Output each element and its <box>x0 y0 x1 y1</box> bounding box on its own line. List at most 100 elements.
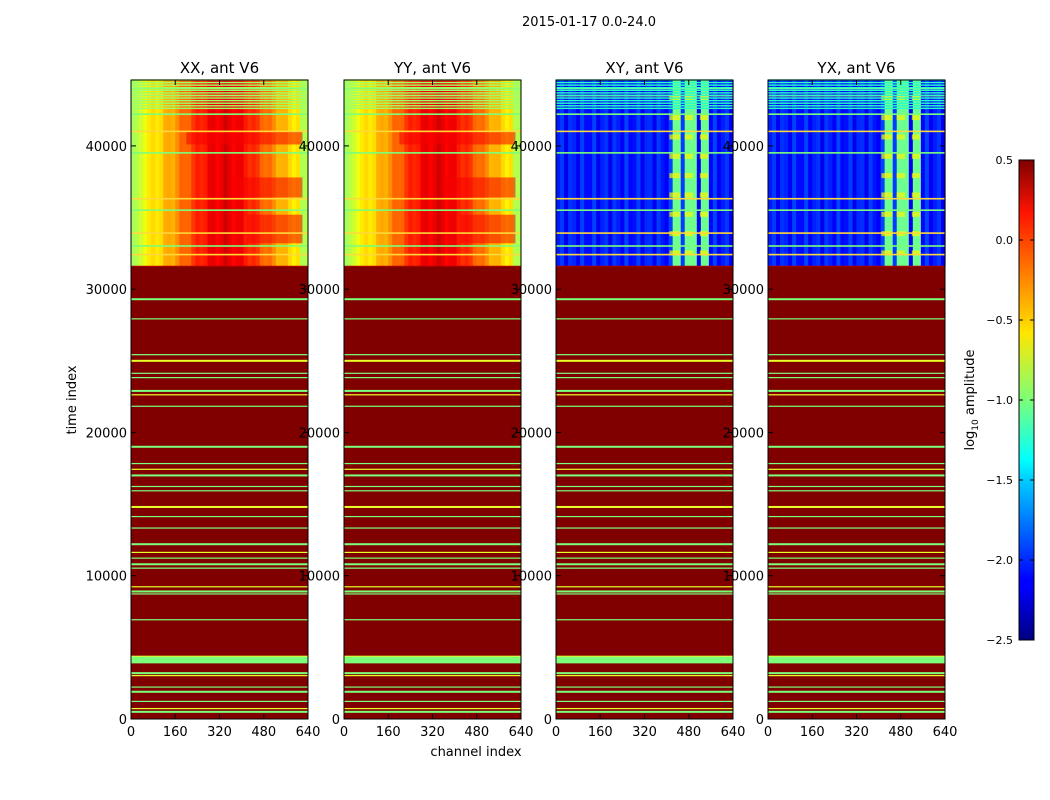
flag-row <box>556 377 733 379</box>
channel-column <box>287 80 293 267</box>
flag-row <box>768 197 945 200</box>
rfi-block <box>669 250 681 256</box>
flag-row <box>556 92 733 94</box>
flag-row <box>768 700 945 703</box>
channel-column <box>344 80 349 267</box>
channel-column <box>908 80 914 267</box>
channel-column <box>372 80 377 267</box>
channel-column <box>860 80 866 267</box>
channel-column <box>872 80 878 267</box>
flag-row <box>556 105 733 107</box>
rfi-block <box>911 115 921 121</box>
channel-column <box>920 80 926 267</box>
flag-row <box>768 377 945 379</box>
flag-row <box>768 686 945 688</box>
flag-row <box>131 102 308 104</box>
y-tick-label: 30000 <box>723 283 764 298</box>
channel-column <box>468 80 474 267</box>
channel-column <box>187 80 192 267</box>
flag-row <box>768 209 945 211</box>
flag-row <box>131 394 308 396</box>
x-tick-label: 160 <box>376 725 401 740</box>
channel-column <box>488 80 494 267</box>
channel-column <box>295 80 301 267</box>
channel-column <box>776 80 781 267</box>
channel-column <box>620 80 625 267</box>
rfi-block <box>669 211 681 217</box>
rfi-patch <box>443 177 516 198</box>
channel-column <box>388 80 393 267</box>
flag-band <box>344 656 521 664</box>
channel-column <box>135 80 140 267</box>
flag-row <box>768 152 945 154</box>
channel-column <box>143 80 148 267</box>
flag-row <box>131 543 308 546</box>
flag-row <box>131 197 308 200</box>
flag-row <box>344 130 521 133</box>
flag-row <box>344 686 521 688</box>
flag-row <box>344 102 521 104</box>
flag-row <box>344 707 521 710</box>
rfi-block <box>881 173 893 179</box>
colorbar-tick-label: 0.0 <box>996 234 1014 247</box>
flag-row <box>768 563 945 566</box>
channel-column <box>840 80 846 267</box>
flag-row <box>131 527 308 529</box>
channel-column <box>171 80 176 267</box>
channel-column <box>832 80 837 267</box>
channel-column <box>792 80 797 267</box>
rfi-block <box>699 211 709 217</box>
flag-row <box>768 92 945 94</box>
flag-row <box>344 700 521 703</box>
flag-row <box>768 567 945 569</box>
flag-row <box>768 94 945 97</box>
panel-0: XX, ant V6 0 160 320 480 640 0 10000 20000 30000 4… <box>86 59 321 740</box>
flag-row <box>768 710 945 713</box>
rfi-block <box>896 250 905 256</box>
y-tick-label: 30000 <box>86 283 127 298</box>
flag-row <box>556 405 733 407</box>
channel-column <box>368 80 373 267</box>
flag-row <box>344 92 521 94</box>
flag-row <box>556 593 733 595</box>
channel-column <box>904 80 910 267</box>
flag-row <box>556 102 733 104</box>
flag-row <box>556 89 733 92</box>
data-region <box>131 80 309 267</box>
y-tick-label: 40000 <box>511 140 552 155</box>
flag-row <box>556 94 733 97</box>
flag-row <box>768 394 945 396</box>
channel-column <box>580 80 585 267</box>
flag-row <box>344 197 521 200</box>
channel-column <box>283 80 289 267</box>
flag-row <box>344 232 521 234</box>
flag-row <box>556 107 733 110</box>
rfi-block <box>896 173 905 179</box>
channel-column <box>191 80 196 267</box>
channel-column <box>259 80 265 267</box>
flag-row <box>344 710 521 713</box>
flag-row <box>556 232 733 234</box>
channel-column <box>464 80 470 267</box>
flag-row <box>768 490 945 492</box>
flag-row <box>344 551 521 554</box>
flag-row <box>344 253 521 256</box>
channel-column <box>155 80 160 267</box>
channel-column <box>500 80 506 267</box>
channel-column <box>444 80 450 267</box>
flag-row <box>131 462 308 465</box>
channel-column <box>824 80 829 267</box>
rfi-block <box>699 192 709 198</box>
flag-row <box>768 102 945 104</box>
flag-row <box>768 389 945 392</box>
flag-row <box>556 97 733 99</box>
channel-column <box>636 80 642 267</box>
flag-row <box>556 710 733 713</box>
flag-row <box>344 675 521 677</box>
flag-row <box>131 209 308 211</box>
flag-row <box>131 253 308 256</box>
flag-row <box>131 690 308 693</box>
channel-column <box>508 80 514 267</box>
flag-row <box>556 84 733 86</box>
